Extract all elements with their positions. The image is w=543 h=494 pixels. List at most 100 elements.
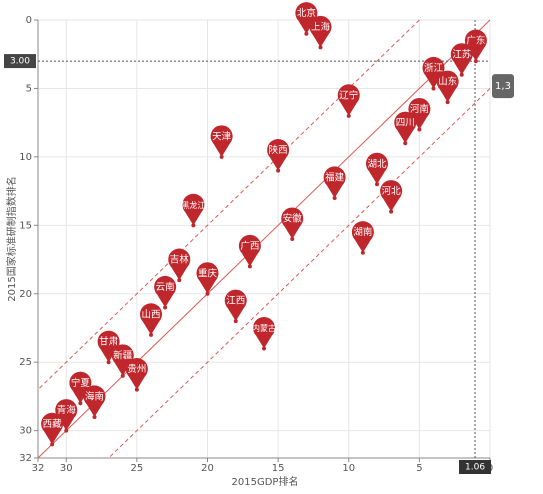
pin-dot (177, 278, 182, 283)
pin-label: 黑龙江 (181, 200, 205, 210)
pin-label: 湖南 (353, 226, 372, 238)
y-tick-label: 32 (19, 453, 32, 464)
pin: 吉林 (168, 248, 191, 283)
pin-marker (69, 371, 92, 404)
pin-dot (389, 209, 394, 214)
pin-label: 湖北 (367, 159, 387, 170)
pin-label: 新疆 (113, 349, 133, 361)
pin: 内蒙古 (252, 316, 276, 351)
pointer-box (459, 460, 492, 474)
pin-dot (233, 319, 238, 324)
pin: 陕西 (267, 139, 290, 173)
pin-marker (196, 262, 219, 294)
y-tick-label: 25 (19, 357, 32, 368)
y-tick-label: 15 (19, 220, 32, 231)
x-tick-label: 25 (131, 463, 144, 474)
pin-label: 陕西 (269, 144, 288, 156)
pin: 西藏 (41, 412, 64, 447)
pin-label: 海南 (85, 390, 104, 402)
pin-dot (50, 442, 55, 447)
pin-dot (318, 45, 323, 50)
pin: 上海 (309, 15, 332, 50)
pin-marker (267, 139, 290, 171)
pin-marker (394, 111, 417, 144)
pin-label: 吉林 (170, 254, 190, 266)
pin-label: 福建 (325, 171, 345, 183)
pin: 辽宁 (337, 84, 360, 118)
pin-marker (224, 289, 247, 322)
pin-label: 四川 (396, 118, 415, 129)
reference-line (108, 88, 491, 459)
pin: 浙江 (422, 56, 445, 91)
pin-marker (140, 303, 162, 335)
pin: 天津 (210, 125, 233, 159)
y-tick-label: 5 (26, 83, 32, 94)
pin: 甘肃 (97, 330, 120, 365)
reference-line (37, 19, 420, 390)
pin-marker (154, 275, 177, 308)
pin-label: 上海 (311, 21, 331, 33)
pin-dot (360, 250, 365, 255)
pin-marker (97, 330, 120, 363)
pin-dot (219, 154, 224, 159)
pin-label: 贵州 (127, 363, 146, 375)
pin: 贵州 (125, 358, 148, 392)
pin-label: 安徽 (283, 213, 303, 225)
y-tick-label: 20 (19, 289, 32, 300)
pin: 广西 (238, 234, 261, 269)
pin-marker (380, 180, 403, 212)
pin-dot (473, 59, 478, 64)
pin-dot (134, 387, 139, 392)
pin-dot (262, 346, 266, 351)
pin: 四川 (394, 111, 417, 146)
pin: 北京 (295, 2, 318, 36)
pin-dot (403, 141, 408, 146)
pin-marker (55, 399, 78, 431)
pin: 青海 (55, 399, 78, 433)
pin-label: 内蒙古 (252, 323, 276, 333)
pin-dot (332, 195, 337, 200)
pin-label: 北京 (297, 7, 316, 19)
x-tick-label: 5 (416, 463, 422, 474)
pin: 黑龙江 (181, 193, 205, 228)
pin-marker (111, 344, 134, 376)
pin-dot (445, 100, 450, 105)
pin-marker (309, 15, 332, 48)
reference-line (37, 19, 491, 459)
pin-marker (210, 125, 233, 157)
pin-dot (459, 72, 464, 77)
pin-marker (295, 2, 318, 34)
pin: 河北 (380, 180, 403, 214)
pin: 山东 (436, 70, 459, 105)
pointer-box (4, 54, 36, 69)
pin-marker (408, 97, 431, 130)
pin-marker (168, 248, 191, 281)
pin-marker (41, 412, 64, 445)
y-tick-label: 10 (19, 152, 32, 163)
pin-marker (281, 207, 304, 239)
pin-label: 山西 (141, 309, 160, 320)
x-tick-label: 10 (342, 463, 355, 474)
pin-dot (304, 31, 309, 36)
pin-marker (422, 56, 445, 89)
pin-dot (276, 168, 281, 173)
pin-marker (464, 29, 487, 62)
pin: 云南 (154, 275, 177, 310)
pin-dot (64, 428, 69, 433)
pin-marker (125, 358, 148, 390)
pin-marker (450, 43, 473, 75)
pin-marker (351, 221, 374, 253)
pin-label: 重庆 (198, 267, 218, 279)
x-tick-label: 30 (60, 463, 73, 474)
pin-label: 广西 (240, 240, 259, 252)
pin-dot (106, 360, 111, 365)
pin-dot (205, 291, 210, 296)
pin-marker (366, 152, 388, 185)
pin-label: 广东 (466, 35, 485, 47)
tooltip: 1,3 (495, 81, 511, 92)
y-axis-label: 2015国家标准研制指数排名 (5, 176, 18, 301)
pointer-x-label: 1.06 (465, 463, 485, 473)
pin: 江苏 (450, 43, 473, 77)
pin-dot (163, 305, 168, 310)
pin-dot (346, 113, 351, 118)
